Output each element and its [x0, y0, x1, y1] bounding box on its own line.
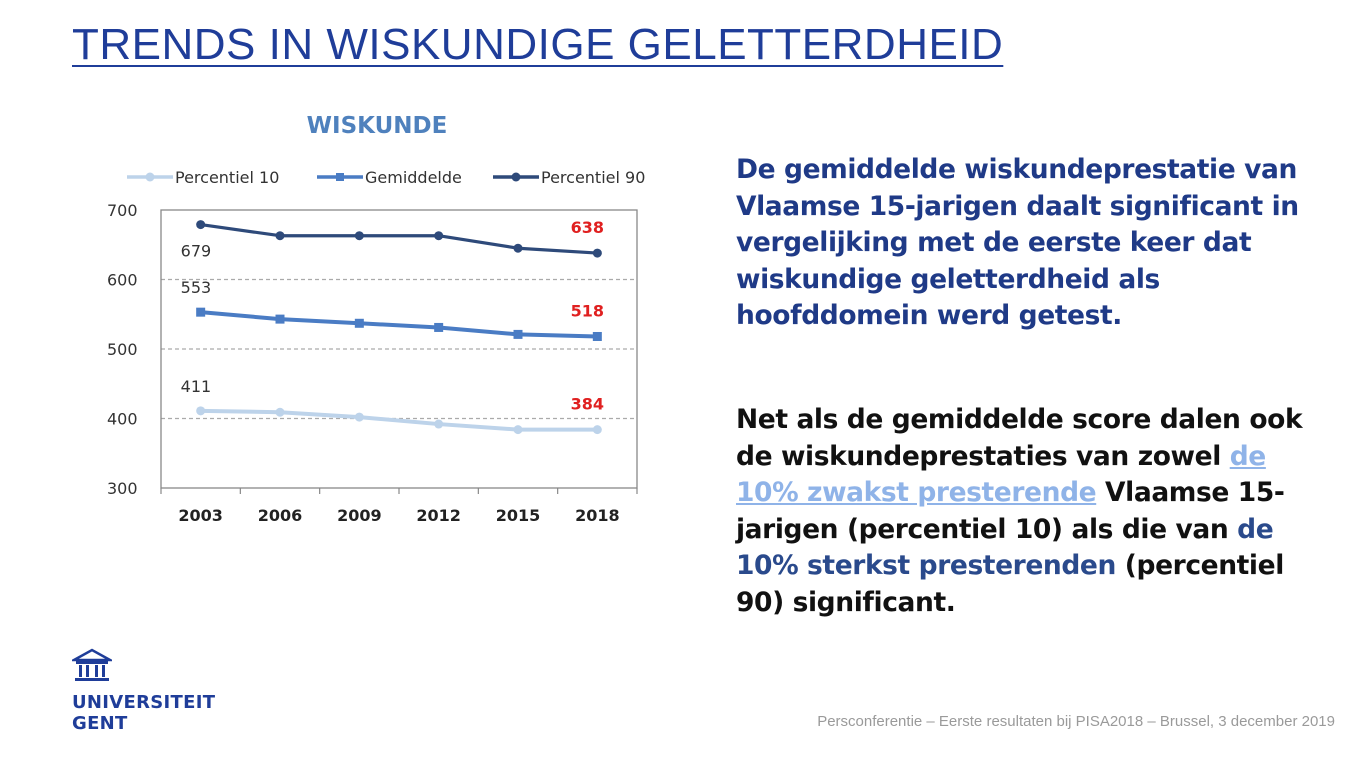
data-point: [513, 329, 523, 339]
legend-marker-0: [145, 172, 155, 182]
x-tick-label: 2018: [575, 506, 620, 525]
data-point: [196, 406, 206, 416]
x-tick-label: 2006: [258, 506, 303, 525]
data-point: [513, 243, 523, 253]
data-label-last: 384: [571, 395, 604, 414]
data-point: [434, 419, 444, 429]
y-tick-label: 700: [107, 201, 138, 220]
data-point: [354, 318, 364, 328]
paragraph-2: Net als de gemiddelde score dalen ook de…: [736, 402, 1336, 621]
data-point: [592, 248, 602, 258]
data-point: [275, 231, 285, 241]
legend-marker-1: [336, 173, 344, 181]
data-point: [592, 425, 602, 435]
data-point: [354, 412, 364, 422]
x-tick-label: 2009: [337, 506, 382, 525]
page-title: TRENDS IN WISKUNDIGE GELETTERDHEID: [72, 20, 1004, 69]
series-line-1: [200, 310, 598, 339]
y-tick-label: 500: [107, 340, 138, 359]
y-tick-label: 400: [107, 410, 138, 429]
legend-label-2: Percentiel 90: [541, 168, 645, 187]
legend-label-1: Gemiddelde: [365, 168, 462, 187]
university-logo: UNIVERSITEIT GENT: [69, 648, 216, 738]
paragraph-2-link[interactable]: de 10% zwakst presterende: [736, 440, 1266, 509]
data-point: [354, 231, 364, 241]
logo-line-2: GENT: [72, 713, 128, 734]
line-chart: WISKUNDE Percentiel 10 Gemiddelde Percentie…: [107, 113, 645, 525]
paragraph-2-part3: (percentiel 90) significant.: [736, 550, 1284, 618]
data-point: [513, 425, 523, 435]
x-tick-label: 2012: [416, 506, 461, 525]
data-point: [592, 331, 602, 341]
paragraph-2-part2: Vlaamse 15-jarigen (percentiel 10) als d…: [736, 477, 1285, 545]
data-label-last: 518: [571, 301, 604, 320]
data-point: [434, 322, 444, 332]
data-label-first: 679: [181, 242, 212, 261]
data-point: [275, 407, 285, 417]
data-point: [196, 220, 206, 230]
footer-text: Persconferentie – Eerste resultaten bij …: [817, 713, 1335, 730]
data-label-last: 638: [571, 218, 604, 237]
y-tick-label: 300: [107, 479, 138, 498]
x-tick-label: 2003: [178, 506, 223, 525]
data-label-first: 411: [181, 377, 212, 396]
logo-line-1: UNIVERSITEIT: [72, 692, 216, 713]
x-tick-label: 2015: [496, 506, 541, 525]
university-building-icon: [69, 648, 115, 681]
data-label-first: 553: [181, 278, 212, 297]
legend-label-0: Percentiel 10: [175, 168, 279, 187]
data-point: [434, 231, 444, 241]
series-line-2: [200, 223, 598, 255]
series-line-0: [200, 408, 598, 432]
legend-marker-2: [511, 172, 521, 182]
data-point: [275, 314, 285, 324]
paragraph-1: De gemiddelde wiskundeprestatie van Vlaa…: [736, 154, 1299, 331]
data-point: [196, 307, 206, 317]
paragraph-2-part1: Net als de gemiddelde score dalen ook de…: [736, 404, 1303, 472]
chart-title: WISKUNDE: [307, 113, 448, 139]
y-tick-label: 600: [107, 271, 138, 290]
paragraph-2-highlight: de 10% sterkst presterenden: [736, 513, 1274, 582]
